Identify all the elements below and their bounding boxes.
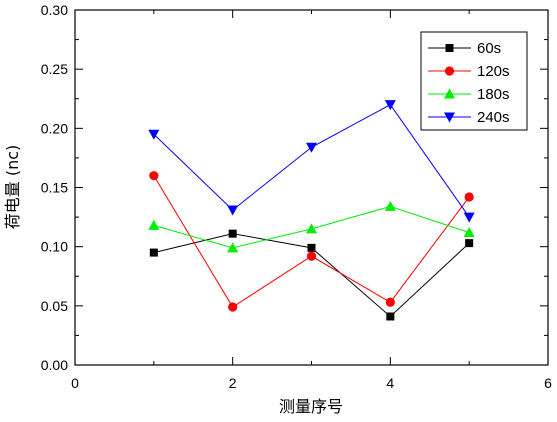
legend: 60s 120s 180s 240s: [420, 31, 528, 131]
data-point: [306, 142, 317, 153]
legend-label: 120s: [477, 63, 510, 80]
data-point: [227, 205, 239, 216]
axis-ticks: [74, 9, 549, 366]
y-tick-label: 0.30: [41, 2, 68, 18]
data-point: [148, 219, 160, 230]
data-point: [228, 302, 238, 312]
y-tick-label: 0.00: [41, 357, 68, 373]
data-point: [149, 248, 158, 257]
legend-marker: [444, 66, 455, 76]
data-point: [384, 100, 396, 111]
x-tick-label: 2: [229, 375, 237, 391]
legend-marker: [444, 112, 455, 123]
data-point: [465, 239, 474, 248]
y-tick-label: 0.05: [41, 298, 68, 314]
legend-entry: 120s: [428, 63, 510, 80]
legend-marker: [444, 88, 455, 99]
legend-box: [420, 31, 528, 131]
data-point: [227, 242, 239, 253]
data-point: [386, 312, 395, 321]
data-point: [149, 171, 159, 181]
legend-entry: 240s: [428, 109, 510, 126]
series-240s: [148, 100, 475, 223]
data-point: [384, 200, 396, 211]
data-point: [464, 192, 474, 202]
series-layer: [148, 100, 475, 321]
legend-entry: 60s: [428, 40, 501, 57]
x-axis-title: 测量序号: [279, 397, 343, 416]
x-tick-label: 6: [544, 375, 552, 391]
data-point: [307, 243, 316, 252]
legend-label: 60s: [477, 40, 501, 57]
y-tick-label: 0.10: [41, 239, 68, 255]
series-180s: [148, 200, 475, 253]
series-60s: [149, 229, 474, 321]
x-tick-label: 4: [386, 375, 394, 391]
legend-entry: 180s: [428, 86, 510, 103]
data-point: [306, 223, 317, 234]
y-axis-title: 荷电量 (nc): [3, 145, 22, 230]
tick-labels: 0 2 4 6 0.00 0.05 0.10 0.15 0.20 0.25 0.30: [41, 2, 552, 391]
data-point: [385, 297, 395, 307]
data-point: [463, 226, 475, 237]
legend-label: 240s: [477, 109, 510, 126]
x-tick-label: 0: [71, 375, 79, 391]
y-tick-label: 0.15: [41, 180, 68, 196]
y-tick-label: 0.20: [41, 120, 68, 136]
legend-marker: [445, 44, 454, 52]
legend-label: 180s: [477, 86, 510, 103]
data-point: [148, 129, 160, 140]
y-tick-label: 0.25: [41, 61, 68, 77]
data-point: [463, 212, 475, 223]
data-point: [228, 229, 237, 238]
data-point: [306, 251, 317, 261]
series-120s: [149, 171, 474, 312]
